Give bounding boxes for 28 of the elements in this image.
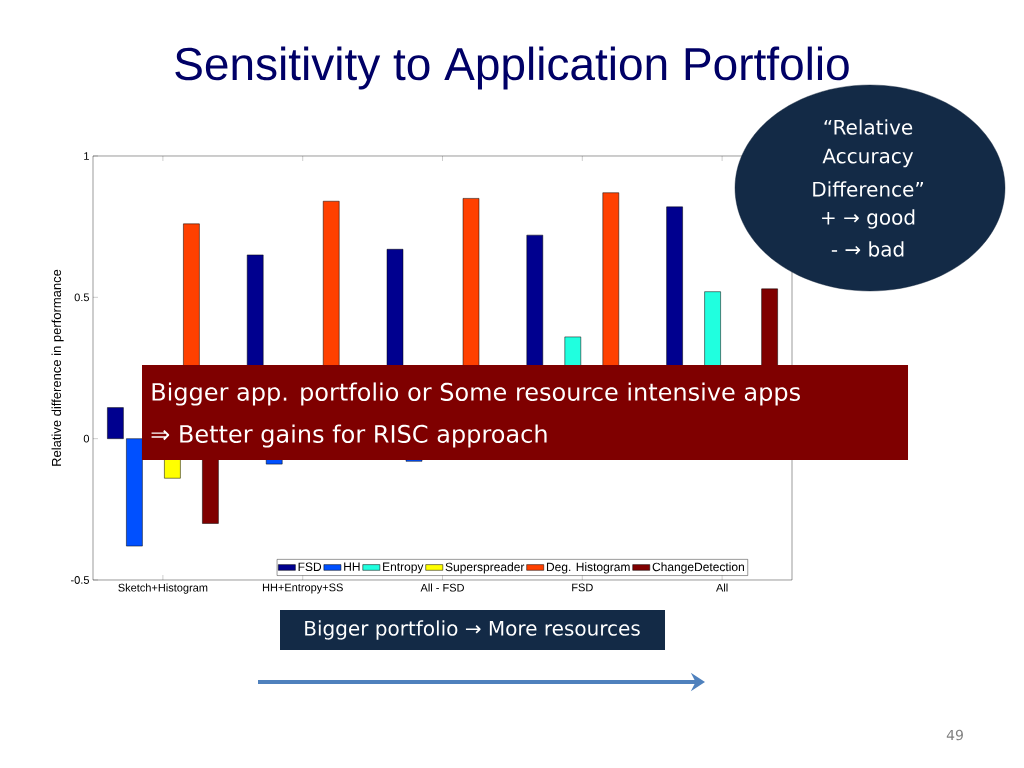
legend-label: Entropy <box>383 562 424 574</box>
x-tick-label: All <box>716 583 728 592</box>
y-tick-label: 0 <box>83 434 90 443</box>
legend-label: HH <box>344 562 360 571</box>
legend-label: FSD <box>298 562 322 572</box>
text: “Relative <box>824 119 913 135</box>
chart-title: Sensitivity to Application Portfolio <box>175 46 849 90</box>
y-tick-label: 0.5 <box>74 293 89 302</box>
text: Bigger portfolio → More resources <box>305 620 640 640</box>
x-tick-label: HH+Entropy+SS <box>262 583 343 594</box>
annotation: + → good <box>822 209 915 229</box>
y-axis-title: Relative difference in performance <box>51 269 64 466</box>
bar <box>107 407 124 439</box>
annotation: Difference” <box>813 181 923 197</box>
text: 49 <box>946 729 963 741</box>
bar <box>126 438 143 547</box>
legend-label: ChangeDetection <box>652 562 744 574</box>
annotation: ⇒ Better gains for RISC approach <box>151 424 547 448</box>
legend-label: Deg. Histogram <box>546 562 630 574</box>
x-tick-label: FSD <box>572 583 593 592</box>
x-tick-label: Sketch+Histogram <box>118 583 208 594</box>
y-tick-label: 1 <box>84 152 89 160</box>
annotation: Accuracy <box>822 148 914 168</box>
legend-label: Superspreader <box>445 562 525 574</box>
x-tick-label: All - FSD <box>420 583 464 592</box>
y-tick-label: -0.5 <box>71 576 89 584</box>
annotation: Bigger app. portfolio or Some resource intensive apps <box>152 382 800 406</box>
annotation: - → bad <box>831 241 904 257</box>
